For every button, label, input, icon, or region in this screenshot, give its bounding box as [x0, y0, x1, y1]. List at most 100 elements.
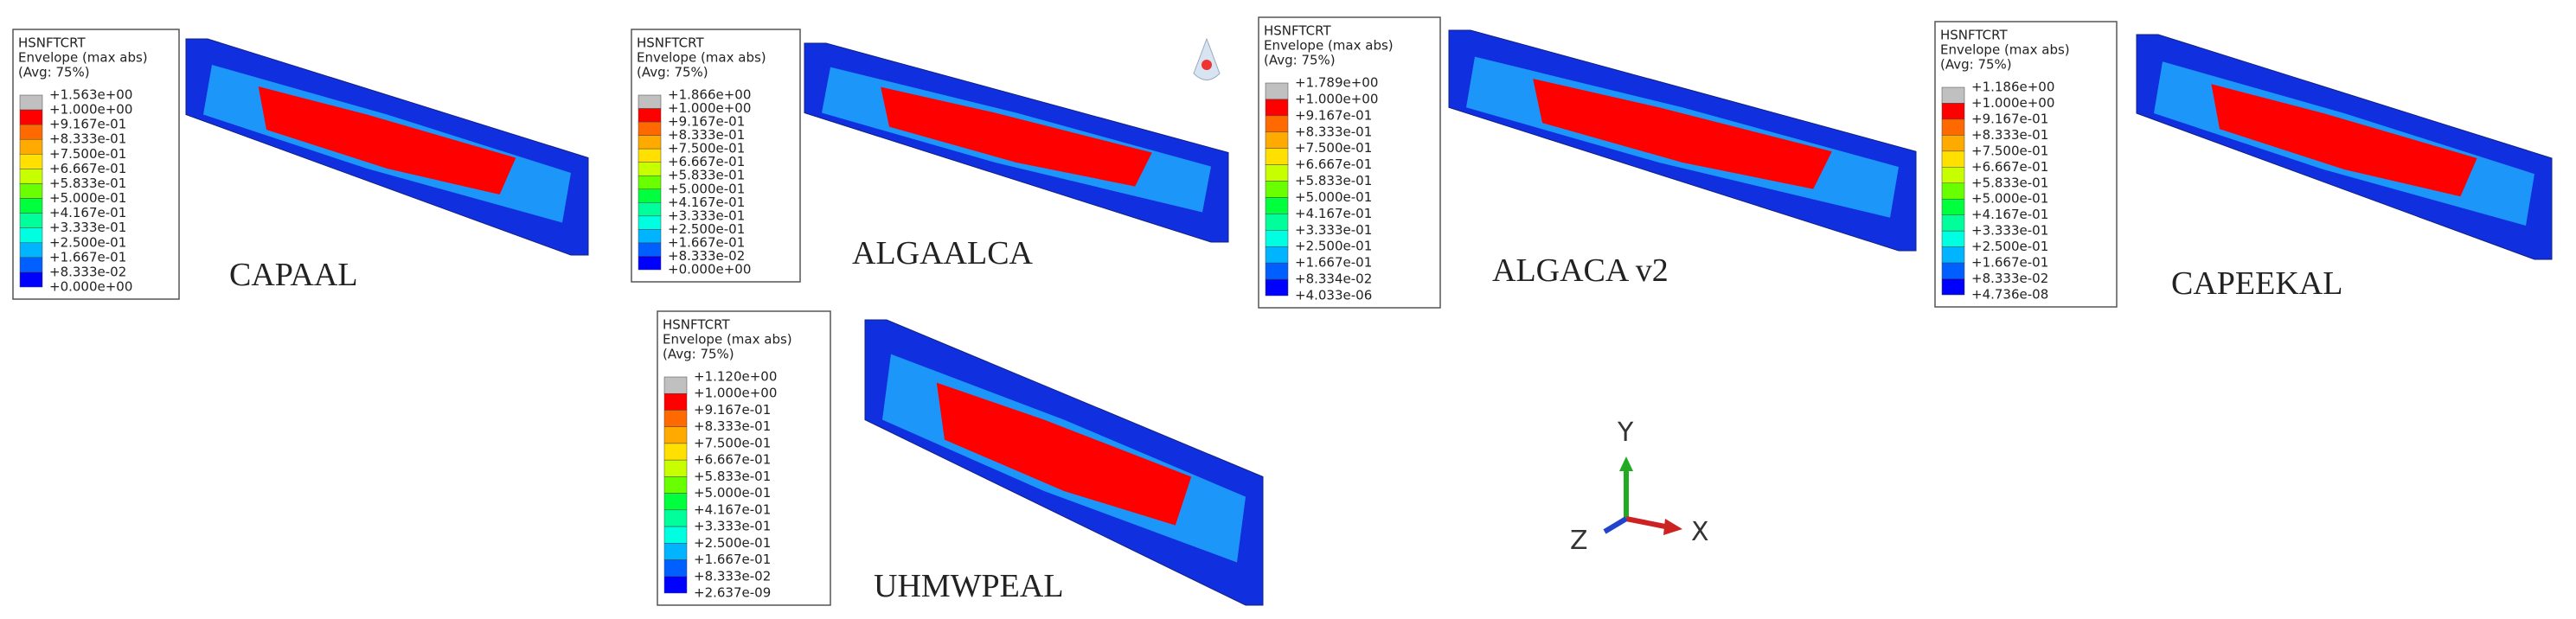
legend-swatch — [19, 109, 43, 125]
legend-swatch — [1265, 214, 1289, 231]
axis-triad: Y X Z — [1570, 418, 1709, 556]
legend-swatch — [1265, 115, 1289, 133]
legend-swatch — [663, 410, 688, 427]
legend-swatch — [663, 443, 688, 461]
axis-label: Z — [1570, 526, 1588, 556]
beam-hot — [881, 86, 1152, 187]
legend-entry: +4.167e-01 — [49, 205, 126, 220]
legend-entry: +2.500e-01 — [1971, 239, 2048, 254]
legend-entry: +1.866e+00 — [668, 87, 751, 103]
legend-swatch — [638, 135, 662, 150]
legend-swatch — [19, 169, 43, 184]
legend-swatch — [638, 256, 662, 271]
legend-swatch — [1265, 246, 1289, 264]
legend-entry: +5.000e-01 — [694, 485, 771, 501]
legend-entry: +3.333e-01 — [1295, 222, 1372, 238]
legend-entry: +2.500e-01 — [668, 221, 745, 237]
legend-swatch — [19, 138, 43, 155]
legend-entry: +1.667e-01 — [694, 552, 771, 567]
legend-swatch — [1941, 246, 1965, 264]
legend-swatch — [638, 121, 662, 136]
legend-swatch — [663, 559, 688, 578]
legend-entry: +8.333e-01 — [1971, 127, 2048, 143]
legend-title: Envelope (max abs) — [1940, 42, 2070, 58]
legend-entry: +5.000e-01 — [49, 190, 126, 206]
legend-swatch — [1265, 181, 1289, 198]
legend-entry: +1.120e+00 — [694, 369, 777, 385]
legend-swatch — [663, 543, 688, 560]
beam-hot — [2211, 84, 2477, 197]
legend-swatch — [663, 459, 688, 477]
legend-entry: +4.033e-06 — [1295, 288, 1372, 303]
legend-entry: +8.333e-01 — [49, 131, 126, 147]
legend-swatch — [19, 154, 43, 169]
legend-swatch — [638, 188, 662, 203]
legend-title: (Avg: 75%) — [1264, 53, 1336, 68]
legend-swatch — [19, 198, 43, 214]
legend-swatch — [19, 94, 43, 111]
legend-entry: +3.333e-01 — [668, 207, 745, 223]
legend-swatch — [1265, 148, 1289, 165]
legend-swatch — [1941, 103, 1965, 120]
legend-entry: +2.637e-09 — [694, 585, 771, 601]
legend-swatch — [1265, 164, 1289, 182]
legend-entry: +1.000e+00 — [1971, 95, 2054, 111]
legend-swatch — [1265, 278, 1289, 297]
legend-swatch — [1941, 230, 1965, 247]
legend-entry: +2.500e-01 — [1295, 239, 1372, 254]
legend-swatch — [663, 493, 688, 511]
legend-title: Envelope (max abs) — [18, 50, 148, 66]
beam-hot — [936, 382, 1192, 526]
legend-entry: +0.000e+00 — [668, 262, 751, 278]
legend-swatch — [638, 229, 662, 244]
legend-entry: +7.500e-01 — [694, 435, 771, 450]
legend-box — [1258, 16, 1441, 309]
legend-swatch — [1941, 262, 1965, 279]
legend-entry: +8.333e-01 — [694, 418, 771, 434]
panel-label: ALGACA v2 — [1492, 252, 1669, 289]
legend-title: (Avg: 75%) — [18, 65, 90, 80]
legend-swatch — [1265, 197, 1289, 214]
legend-entry: +5.000e-01 — [1971, 191, 2048, 207]
legend-swatch — [19, 213, 43, 228]
legend-swatch — [1941, 278, 1965, 296]
legend-swatch — [1941, 86, 1965, 104]
legend-entry: +3.333e-01 — [49, 220, 126, 235]
legend-swatch — [663, 509, 688, 527]
legend-entry: +1.667e-01 — [668, 234, 745, 250]
legend-swatch — [663, 526, 688, 544]
legend-entry: +5.833e-01 — [668, 168, 745, 183]
legend-entry: +4.167e-01 — [1971, 207, 2048, 222]
legend-swatch — [638, 242, 662, 257]
legend-title: HSNFTCRT — [1264, 23, 1331, 39]
legend-title: (Avg: 75%) — [663, 347, 734, 362]
legend-entry: +9.167e-01 — [1295, 107, 1372, 123]
legend-entry: +9.167e-01 — [49, 117, 126, 132]
legend-swatch — [1941, 118, 1965, 136]
legend-swatch — [1941, 150, 1965, 168]
legend-entry: +5.000e-01 — [1295, 189, 1372, 205]
legend-swatch — [638, 215, 662, 230]
legend-swatch — [1265, 131, 1289, 149]
legend-entry: +1.667e-01 — [49, 249, 126, 265]
legend-entry: +1.000e+00 — [49, 102, 132, 118]
legend-entry: +1.000e+00 — [1295, 91, 1378, 106]
legend-swatch — [19, 242, 43, 258]
legend-swatch — [663, 426, 688, 444]
legend-entry: +8.334e-02 — [1295, 271, 1372, 287]
legend-swatch — [638, 175, 662, 190]
legend-swatch — [1265, 82, 1289, 100]
legend-swatch — [1265, 99, 1289, 117]
legend-swatch — [19, 271, 43, 288]
legend-swatch — [663, 392, 688, 411]
legend-entry: +8.333e-02 — [49, 264, 126, 279]
legend-swatch — [1941, 214, 1965, 232]
legend-entry: +2.500e-01 — [49, 234, 126, 250]
legend-swatch — [1265, 230, 1289, 247]
legend-entry: +3.333e-01 — [1971, 223, 2048, 239]
